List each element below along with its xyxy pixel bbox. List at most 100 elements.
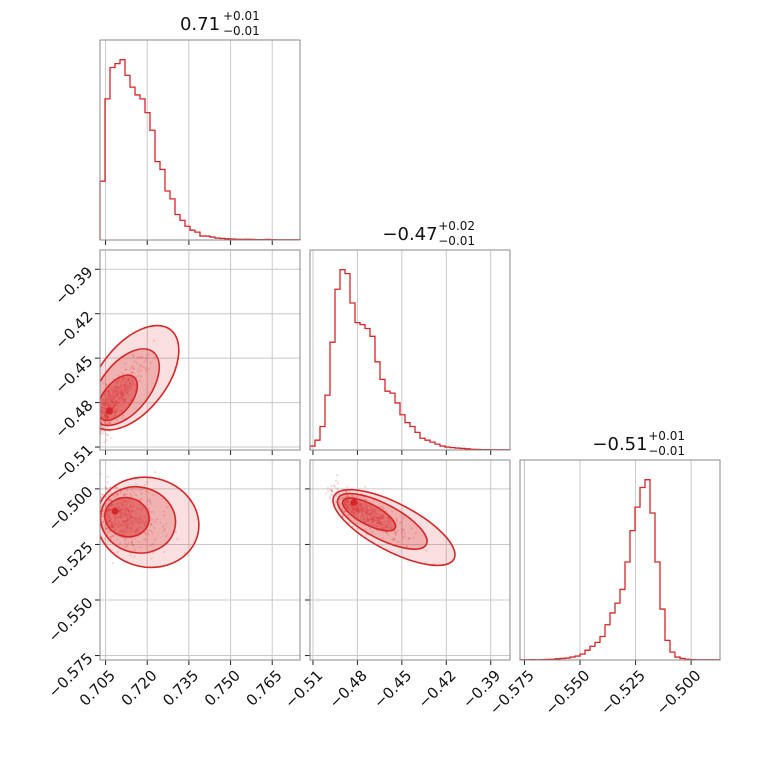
sample-point — [93, 523, 95, 525]
sample-point — [104, 404, 107, 407]
sample-point — [131, 509, 134, 512]
sample-point — [352, 494, 355, 497]
sample-point — [335, 480, 338, 483]
sample-point — [117, 402, 120, 405]
sample-point — [103, 524, 107, 527]
sample-point — [140, 508, 143, 511]
sample-point — [132, 517, 135, 520]
sample-point — [115, 391, 118, 395]
sample-point — [376, 522, 379, 525]
sample-point — [90, 436, 92, 438]
sample-point — [366, 505, 369, 508]
sample-point — [104, 411, 107, 414]
sample-point — [130, 398, 133, 402]
sample-point — [127, 541, 130, 544]
sample-point — [110, 523, 113, 526]
sample-point — [365, 503, 369, 507]
sample-point — [109, 517, 112, 521]
sample-point — [123, 523, 126, 527]
sample-point — [377, 519, 380, 522]
sample-point — [363, 502, 366, 505]
panel-title-2: −0.51 — [592, 434, 647, 455]
sample-point — [330, 492, 333, 495]
sample-point — [100, 401, 103, 404]
sample-point — [108, 392, 111, 395]
y-tick-label: −0.42 — [51, 308, 96, 353]
sample-point — [102, 411, 106, 414]
x-tick-label: −0.51 — [281, 666, 326, 711]
sample-point — [124, 392, 127, 395]
sample-point — [345, 506, 348, 509]
sample-point — [380, 523, 383, 526]
sample-point — [344, 495, 347, 498]
sample-point — [350, 510, 353, 513]
sample-point — [121, 390, 124, 393]
sample-point — [149, 502, 152, 505]
sample-point — [117, 506, 120, 510]
sample-point — [372, 517, 375, 520]
sample-point — [124, 520, 127, 524]
sample-point — [140, 364, 143, 367]
y-tick-label: −0.525 — [45, 538, 97, 590]
sample-point — [390, 519, 393, 523]
sample-point — [385, 519, 388, 522]
sample-point — [113, 411, 116, 414]
sample-point — [131, 527, 134, 530]
sample-point — [108, 508, 111, 511]
sample-point — [329, 497, 332, 501]
sample-point — [367, 510, 370, 513]
sample-point — [380, 518, 383, 521]
sample-point — [128, 382, 132, 385]
sample-point — [387, 533, 390, 536]
sample-point — [150, 523, 153, 526]
sample-point — [124, 362, 127, 365]
sample-point — [107, 405, 110, 408]
sample-point — [97, 413, 99, 415]
sample-point — [407, 537, 410, 540]
sample-point — [361, 507, 365, 510]
contour-level-0 — [100, 476, 200, 569]
sample-point — [374, 516, 378, 519]
sample-point — [111, 526, 115, 529]
sample-point — [147, 529, 150, 532]
sample-point — [381, 522, 384, 525]
sample-point — [116, 386, 119, 389]
sample-point — [120, 517, 123, 520]
sample-point — [361, 509, 365, 512]
sample-point — [149, 511, 152, 514]
sample-point — [116, 387, 119, 390]
sample-point — [116, 486, 119, 490]
sample-point — [133, 520, 136, 523]
sample-point — [110, 394, 113, 397]
sample-point — [131, 543, 134, 547]
sample-point — [101, 521, 105, 524]
sample-point — [371, 518, 375, 522]
sample-point — [121, 524, 124, 527]
sample-point — [121, 377, 125, 381]
sample-point — [143, 538, 146, 541]
title-minus-1: −0.01 — [438, 234, 475, 248]
sample-point — [107, 426, 110, 429]
sample-point — [125, 513, 128, 516]
sample-point — [119, 529, 122, 532]
sample-point — [390, 520, 393, 523]
contour-level-1 — [336, 492, 428, 550]
sample-point — [106, 413, 109, 416]
sample-point — [165, 534, 168, 537]
sample-point — [360, 511, 363, 514]
sample-point — [107, 494, 110, 497]
sample-point — [108, 397, 112, 400]
sample-point — [126, 381, 129, 384]
sample-point — [127, 510, 130, 513]
sample-point — [120, 508, 123, 511]
sample-point — [349, 504, 352, 507]
sample-point — [346, 499, 349, 503]
sample-point — [393, 532, 397, 535]
sample-point — [149, 529, 152, 532]
sample-point — [123, 514, 127, 517]
sample-point — [117, 396, 120, 399]
sample-point — [354, 508, 357, 511]
sample-point — [140, 492, 143, 495]
sample-point — [97, 483, 99, 485]
sample-point — [109, 397, 112, 400]
